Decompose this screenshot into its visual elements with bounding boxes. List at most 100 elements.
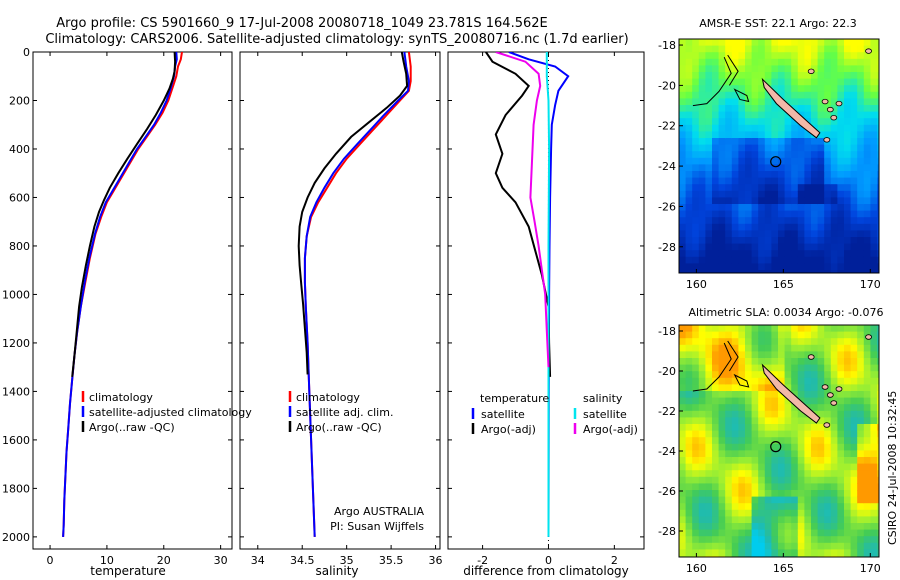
map-cell <box>778 197 786 205</box>
map-cell <box>811 39 819 47</box>
map-cell <box>863 377 871 385</box>
map-cell <box>778 476 786 484</box>
map-cell <box>797 270 805 273</box>
map-cell <box>725 151 733 159</box>
map-cell <box>863 404 871 412</box>
map-cell <box>685 430 693 438</box>
map-cell <box>791 243 799 251</box>
map-cell <box>705 397 713 405</box>
map-cell <box>751 338 759 346</box>
map-cell <box>679 523 687 531</box>
map-cell <box>725 243 733 251</box>
map-cell <box>877 397 879 405</box>
map-cell <box>725 391 733 399</box>
map-cell <box>797 98 805 106</box>
map-cell <box>718 424 726 432</box>
map-cell <box>870 410 878 418</box>
map-cell <box>692 256 700 264</box>
map-cell <box>791 344 799 352</box>
map-cell <box>738 171 746 179</box>
map-cell <box>817 325 825 333</box>
map-cell <box>870 98 878 106</box>
map-cell <box>771 171 779 179</box>
map-cell <box>705 542 713 550</box>
map-cell <box>817 351 825 359</box>
map-cell <box>784 164 792 172</box>
map-cell <box>685 437 693 445</box>
map-cell <box>725 111 733 119</box>
map-cell <box>811 98 819 106</box>
map-cell <box>725 171 733 179</box>
map-cell <box>804 78 812 86</box>
map-cell <box>778 263 786 271</box>
map-cell <box>863 536 871 544</box>
map-cell <box>705 243 713 251</box>
map-cell <box>824 377 832 385</box>
map-cell <box>877 237 879 245</box>
map-cell <box>824 529 832 537</box>
map-cell <box>830 424 838 432</box>
map-cell <box>791 65 799 73</box>
map-cell <box>877 72 879 80</box>
map-cell <box>863 105 871 113</box>
map-cell <box>811 177 819 185</box>
map-cell <box>725 177 733 185</box>
map-cell <box>844 230 852 238</box>
map-cell <box>764 98 772 106</box>
map-cell <box>877 463 879 471</box>
map-cell <box>705 457 713 465</box>
map-cell <box>731 529 739 537</box>
difference-panel: difference from climatology <box>463 564 629 578</box>
map-cell <box>718 364 726 372</box>
map-cell <box>758 39 766 47</box>
map-cell <box>804 490 812 498</box>
map-cell <box>784 516 792 524</box>
map-cell <box>718 105 726 113</box>
map-cell <box>771 450 779 458</box>
map-cell <box>863 184 871 192</box>
map-cell <box>863 529 871 537</box>
map-cell <box>731 503 739 511</box>
map-cell <box>778 377 786 385</box>
map-cell <box>685 417 693 425</box>
map-cell <box>679 230 687 238</box>
map-cell <box>830 384 838 392</box>
map-cell <box>863 131 871 139</box>
map-cell <box>837 39 845 47</box>
map-cell <box>685 549 693 557</box>
map-cell <box>850 529 858 537</box>
map-cell <box>685 338 693 346</box>
map-cell <box>863 98 871 106</box>
map-cell <box>811 529 819 537</box>
map-cell <box>725 204 733 212</box>
map-cell <box>764 65 772 73</box>
map-cell <box>870 39 878 47</box>
map-cell <box>844 404 852 412</box>
map-cell <box>745 85 753 93</box>
map-cell <box>870 450 878 458</box>
map-cell <box>758 256 766 264</box>
map-cell <box>698 256 706 264</box>
map-cell <box>804 237 812 245</box>
map-cell <box>679 331 687 339</box>
map-cell <box>718 496 726 504</box>
map-cell <box>745 210 753 218</box>
map-cell <box>811 72 819 80</box>
map-cell <box>725 91 733 99</box>
map-cell <box>751 144 759 152</box>
map-cell <box>844 157 852 165</box>
series-line-salinity-argo-adj- <box>495 52 550 368</box>
map-cell <box>824 78 832 86</box>
map-cell <box>824 65 832 73</box>
map-cell <box>830 536 838 544</box>
map-cell <box>857 463 865 471</box>
map-cell <box>679 344 687 352</box>
map-cell <box>804 430 812 438</box>
map-cell <box>685 144 693 152</box>
map-cell <box>850 190 858 198</box>
map-cell <box>797 52 805 60</box>
map-cell <box>844 325 852 333</box>
map-cell <box>844 131 852 139</box>
map-cell <box>837 124 845 132</box>
map-cell <box>778 72 786 80</box>
